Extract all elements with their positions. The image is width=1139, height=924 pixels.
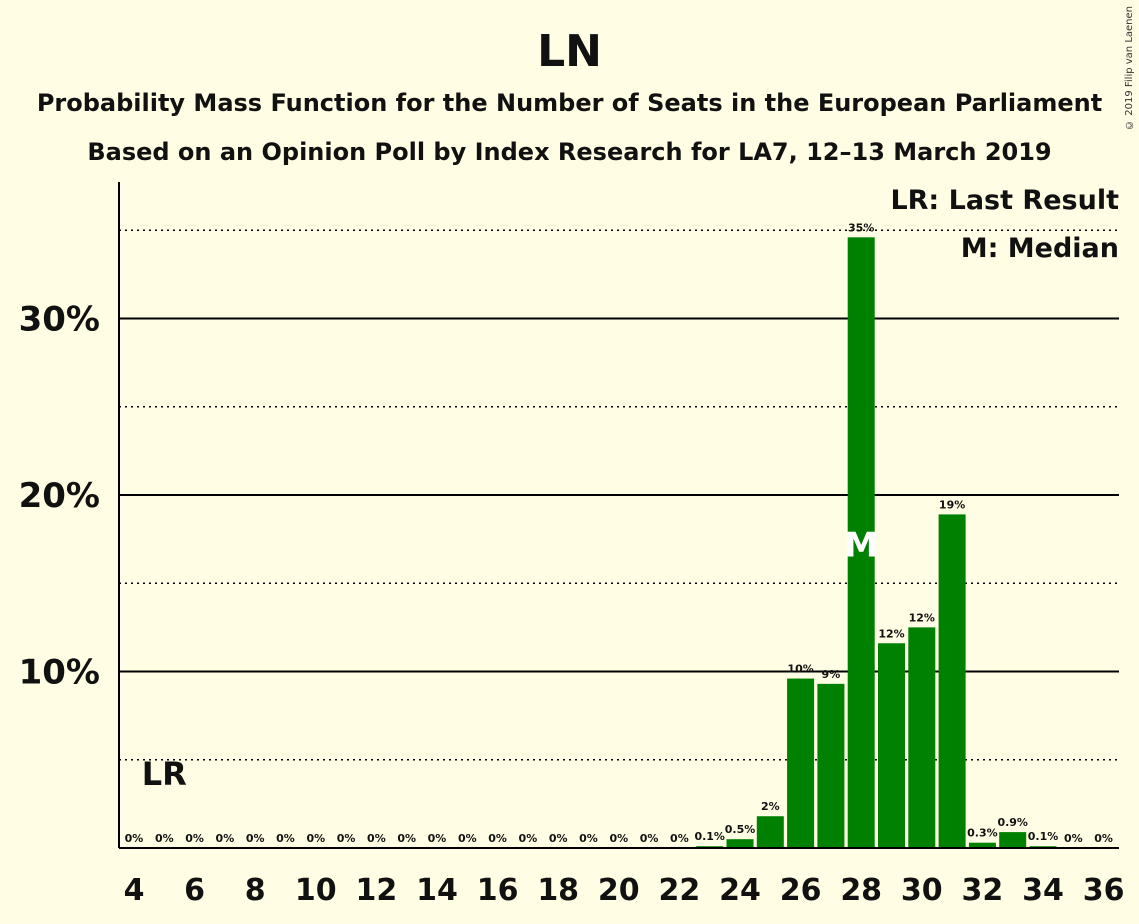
bar-value-label: 12% [909, 611, 935, 624]
bar-value-label: 2% [761, 800, 780, 813]
bar-value-label: 0.1% [694, 830, 725, 843]
bar-value-label: 0% [519, 832, 538, 845]
x-tick-label: 14 [416, 873, 458, 908]
x-tick-label: 28 [840, 873, 882, 908]
bar-value-label: 0% [1094, 832, 1113, 845]
bar-value-label: 0% [276, 832, 295, 845]
bar-value-label: 0% [609, 832, 628, 845]
bar [999, 832, 1027, 848]
bar [726, 839, 754, 848]
bar-value-label: 9% [822, 668, 841, 681]
x-tick-label: 4 [124, 873, 145, 908]
bar-value-label: 19% [939, 498, 965, 511]
bar-value-label: 0% [428, 832, 447, 845]
x-tick-label: 16 [477, 873, 519, 908]
bar [787, 678, 815, 848]
bar [938, 514, 966, 848]
median-marker: M [844, 526, 878, 566]
x-tick-label: 10 [295, 873, 337, 908]
bar-value-label: 0% [337, 832, 356, 845]
chart-subtitle: Probability Mass Function for the Number… [36, 89, 1103, 117]
bar-value-label: 0% [306, 832, 325, 845]
x-tick-label: 26 [780, 873, 822, 908]
bar-value-label: 35% [848, 221, 874, 234]
bar-value-label: 0% [246, 832, 265, 845]
bar-value-label: 0% [125, 832, 144, 845]
x-tick-label: 22 [659, 873, 701, 908]
bar [968, 842, 996, 848]
x-tick-label: 8 [245, 873, 266, 908]
x-tick-label: 30 [901, 873, 943, 908]
bar [908, 627, 936, 848]
bar [756, 816, 784, 848]
x-tick-label: 32 [962, 873, 1004, 908]
bar-value-label: 0.5% [725, 823, 756, 836]
bar-value-label: 0.9% [997, 816, 1028, 829]
x-tick-label: 6 [184, 873, 205, 908]
bar-value-label: 0% [185, 832, 204, 845]
legend-median: M: Median [960, 233, 1119, 264]
x-tick-label: 34 [1022, 873, 1064, 908]
x-tick-label: 18 [537, 873, 579, 908]
bar-value-label: 0% [458, 832, 477, 845]
legend-last-result: LR: Last Result [890, 185, 1119, 216]
bar-value-label: 10% [787, 663, 813, 676]
last-result-marker: LR [142, 755, 187, 793]
y-tick-label: 30% [19, 300, 100, 340]
bar-value-label: 0% [216, 832, 235, 845]
bar-value-label: 0.1% [1028, 830, 1059, 843]
chart-subtitle-source: Based on an Opinion Poll by Index Resear… [87, 138, 1052, 166]
bar-value-label: 0% [640, 832, 659, 845]
bar-value-label: 0% [488, 832, 507, 845]
x-tick-label: 20 [598, 873, 640, 908]
x-tick-label: 36 [1083, 873, 1125, 908]
bar-value-label: 0.3% [967, 827, 998, 840]
bar-value-label: 0% [367, 832, 386, 845]
bar-value-label: 0% [397, 832, 416, 845]
bar [878, 643, 905, 848]
bar [817, 683, 845, 848]
bar-value-label: 0% [579, 832, 598, 845]
bar-value-label: 0% [1064, 832, 1083, 845]
bar-value-label: 0% [670, 832, 689, 845]
bar-value-label: 12% [878, 627, 904, 640]
y-tick-label: 20% [19, 476, 100, 516]
x-tick-label: 12 [356, 873, 398, 908]
bar [847, 237, 875, 848]
y-tick-label: 10% [19, 653, 100, 693]
chart-title: LN [537, 26, 602, 77]
bar-value-label: 0% [549, 832, 568, 845]
x-tick-label: 24 [719, 873, 761, 908]
bar-value-label: 0% [155, 832, 174, 845]
